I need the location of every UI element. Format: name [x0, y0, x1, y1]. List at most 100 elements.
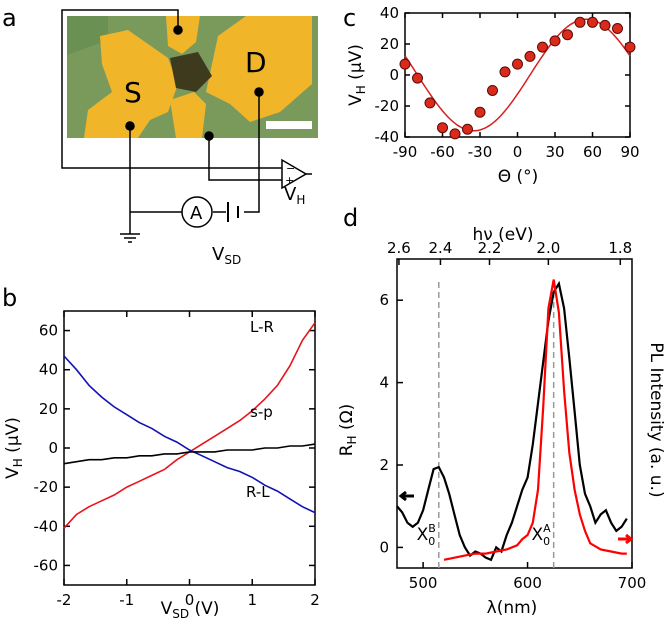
amplifier-symbol: [281, 158, 308, 190]
y-axis-label-c: VH (μV): [346, 44, 368, 106]
panel-c-label: c: [343, 4, 356, 32]
series-line-r-l: [63, 355, 316, 514]
x-tick-label-d: 700: [618, 574, 647, 592]
series-label-LR: L-R: [250, 318, 274, 336]
amp-plus: +: [285, 174, 294, 187]
series-line-s-p: [63, 443, 316, 465]
y-tick-label-c: -20: [375, 97, 400, 115]
vsd-label: VSD: [212, 244, 241, 267]
panel-b: b -2 -1 0 1 2 60 40 20 0 -20 -40 -60 L-R s-p R-L V…: [2, 284, 320, 620]
plot-frame-c: [404, 12, 631, 138]
right-axis-arrow-icon: [618, 533, 634, 545]
bottom-probe: [170, 92, 206, 138]
data-point: [524, 50, 536, 62]
vh-label: VH: [284, 184, 305, 207]
top-tick-label-d: 1.8: [608, 239, 632, 257]
series-d: [396, 279, 628, 562]
left-axis-arrow-icon: [398, 490, 414, 502]
top-tick-label-d: 2.4: [429, 239, 453, 257]
data-point: [449, 128, 461, 140]
y-tick-label-d: 0: [379, 538, 389, 556]
scale-bar: [266, 121, 312, 129]
x-tick-label-d: 500: [409, 574, 438, 592]
data-point: [462, 123, 473, 135]
ammeter-label: A: [190, 203, 203, 224]
top-tick-label-d: 2.2: [478, 239, 502, 257]
x-axis-label-b: VSD (V): [161, 599, 220, 620]
top-tick-label-d: 2.0: [536, 239, 560, 257]
y-tick-label-c: 20: [380, 35, 399, 53]
x-tick-label-c: -90: [393, 143, 418, 161]
y-tick-label-c: 0: [389, 66, 399, 84]
y-tick-label-b: 60: [39, 322, 58, 340]
panel-b-label: b: [2, 284, 17, 312]
x-tick-label-b: 2: [310, 591, 320, 609]
data-point: [574, 16, 586, 28]
series-label-RL: R-L: [246, 483, 270, 501]
y-axis-label-b: VH (μV): [3, 417, 25, 479]
top-axis-label-d: hν (eV): [472, 225, 533, 245]
y-tick-label-b: -20: [34, 478, 59, 496]
plot-frame-d: [396, 258, 633, 569]
exciton-markers-d: X0B X0A: [417, 279, 555, 568]
series-line-r-h: [396, 280, 628, 562]
data-point: [612, 23, 623, 34]
x-axis-label-d: λ(nm): [487, 598, 538, 618]
y-axis-c: 40 20 0 -20 -40: [375, 4, 630, 146]
panel-a: a S D: [2, 4, 318, 267]
flake: [170, 52, 212, 92]
x-axis-label-c: Θ (°): [498, 167, 539, 187]
series-line-pl: [443, 279, 627, 561]
data-point: [412, 72, 423, 84]
data-point: [599, 19, 611, 31]
x-axis-b: -2 -1 0 1 2: [57, 311, 320, 609]
y-tick-label-b: -60: [34, 556, 59, 574]
drain-label: D: [245, 46, 267, 79]
y-tick-label-c: 40: [380, 4, 399, 22]
y-axis-label-d: RH (Ω): [337, 404, 359, 457]
data-point: [624, 41, 636, 53]
data-points-c: [399, 16, 636, 140]
device-micrograph: S D: [67, 16, 318, 138]
series-label-sp: s-p: [250, 403, 273, 421]
fit-curve-c: [404, 18, 631, 132]
x-axis-d: 500 600 700: [409, 562, 647, 592]
data-point: [549, 35, 561, 47]
axis-arrows-d: [398, 490, 634, 545]
y-tick-label-c: -40: [375, 128, 400, 146]
x-tick-label-b: 0: [185, 591, 195, 609]
exciton-label: X0B: [417, 522, 436, 548]
y-tick-label-b: 0: [48, 439, 58, 457]
drain-electrode: [206, 16, 312, 122]
substrate-shade: [67, 16, 108, 55]
wire-drain: [244, 92, 260, 213]
ground-symbol: [120, 233, 140, 243]
exciton-label: X0A: [531, 522, 551, 548]
top-axis-d: 2.6 2.4 2.2 2.0 1.8: [387, 239, 632, 265]
data-point: [437, 122, 448, 134]
fit-line: [404, 18, 631, 132]
x-tick-label-b: 1: [247, 591, 257, 609]
data-point: [424, 97, 436, 109]
data-point: [487, 85, 498, 96]
x-tick-label-b: -2: [57, 591, 72, 609]
data-point: [499, 66, 511, 78]
y-tick-label-b: -40: [34, 517, 59, 535]
data-point: [562, 29, 573, 41]
top-tick-label-d: 2.6: [387, 239, 411, 257]
series-line-l-r: [63, 322, 316, 529]
x-tick-label-c: 60: [583, 143, 602, 161]
panel-d-label: d: [343, 204, 358, 232]
source-electrode: [84, 30, 178, 138]
amp-minus: −: [286, 162, 295, 175]
data-point: [512, 58, 523, 70]
wire-bottom: [208, 136, 282, 181]
battery-symbol: [227, 202, 239, 222]
circuit: [61, 9, 312, 243]
y-tick-label-b: 20: [39, 400, 58, 418]
wire-top: [61, 9, 282, 169]
x-tick-label-c: 0: [513, 143, 523, 161]
data-point: [474, 106, 486, 118]
y-tick-label-d: 4: [379, 374, 389, 392]
